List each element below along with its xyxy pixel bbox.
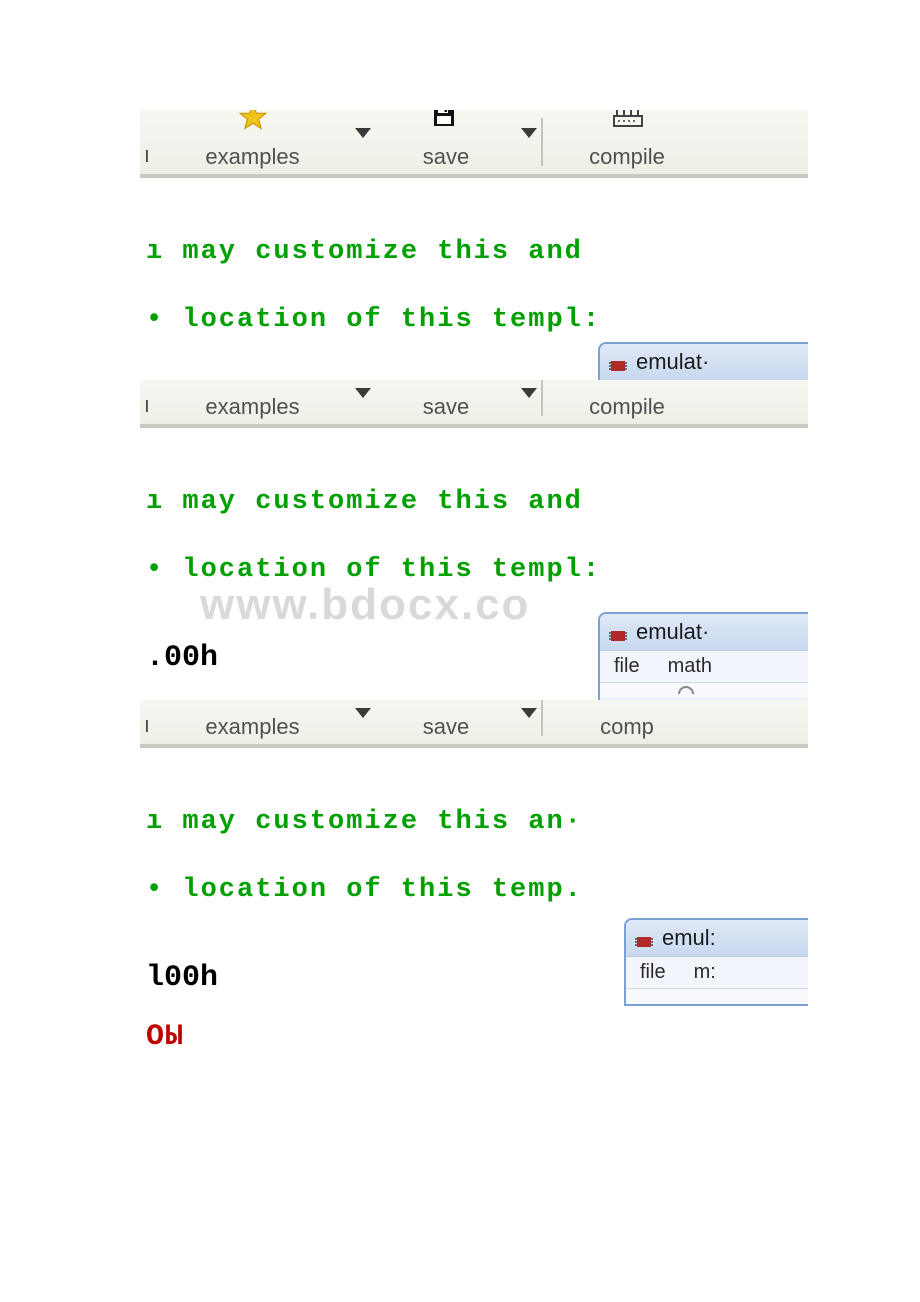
comment-line-2: • location of this temp. bbox=[146, 874, 808, 906]
emulator-menubar: file m: bbox=[626, 956, 808, 988]
chip-icon bbox=[634, 930, 654, 946]
comment-line-1: ı may customize this an· bbox=[146, 806, 808, 838]
watermark: www.bdocx.co bbox=[200, 580, 530, 630]
compile-button[interactable]: compile bbox=[547, 380, 707, 424]
emulator-titlebar[interactable]: emul: bbox=[626, 920, 808, 956]
emulator-window[interactable]: emul: file m: bbox=[624, 918, 808, 1006]
save-dropdown-caret[interactable] bbox=[521, 128, 537, 138]
emulator-menubar: file math bbox=[600, 650, 808, 682]
compile-label: comp bbox=[600, 714, 654, 740]
compile-button[interactable]: compile bbox=[547, 110, 707, 174]
menu-math[interactable]: m: bbox=[680, 961, 730, 984]
save-label: save bbox=[423, 394, 469, 420]
comment-line-2: • location of this templ: bbox=[146, 304, 808, 336]
examples-label: examples bbox=[205, 714, 299, 740]
examples-button[interactable]: examples bbox=[150, 380, 355, 424]
examples-button[interactable]: examples bbox=[150, 700, 355, 744]
chip-icon bbox=[608, 354, 628, 370]
comment-line-2: • location of this templ: bbox=[146, 554, 808, 586]
emulator-toolbar-strip bbox=[626, 988, 808, 1004]
toolbar-separator bbox=[541, 380, 543, 416]
toolbar-left-fragment: ı bbox=[140, 142, 150, 174]
emulator-title: emulat· bbox=[636, 619, 709, 645]
examples-label: examples bbox=[205, 394, 299, 420]
assembly-block: lX, 1020H 3X, 2030H ОЫ bbox=[146, 1068, 808, 1110]
comment-line-1: ı may customize this and bbox=[146, 236, 808, 268]
screenshot-panel-2: ı examples save compile ı may customize … bbox=[140, 380, 808, 700]
examples-dropdown-caret[interactable] bbox=[355, 388, 371, 398]
save-dropdown-caret[interactable] bbox=[521, 708, 537, 718]
floppy-disk-icon bbox=[431, 110, 461, 132]
emulator-titlebar[interactable]: emulat· bbox=[600, 344, 808, 380]
comment-line-1: ı may customize this and bbox=[146, 486, 808, 518]
screenshot-panel-3: ı examples save comp ı may customize thi… bbox=[140, 700, 808, 1022]
screenshot-panel-1: ı examples bbox=[140, 110, 808, 380]
examples-dropdown-caret[interactable] bbox=[355, 708, 371, 718]
examples-label: examples bbox=[205, 144, 299, 170]
toolbar: ı examples bbox=[140, 110, 808, 178]
toolbar: ı examples save comp bbox=[140, 700, 808, 748]
chip-icon bbox=[608, 624, 628, 640]
toolbar-left-fragment: ı bbox=[140, 712, 150, 744]
emulator-title: emulat· bbox=[636, 349, 709, 375]
emulator-window[interactable]: emulat· bbox=[598, 342, 808, 384]
emulator-window[interactable]: emulat· file math bbox=[598, 612, 808, 704]
menu-math[interactable]: math bbox=[654, 655, 726, 678]
toolbar: ı examples save compile bbox=[140, 380, 808, 428]
save-button[interactable]: save bbox=[371, 380, 521, 424]
emulator-titlebar[interactable]: emulat· bbox=[600, 614, 808, 650]
compile-label: compile bbox=[589, 144, 665, 170]
save-button[interactable]: save bbox=[371, 700, 521, 744]
compile-button[interactable]: comp bbox=[547, 700, 707, 744]
toolbar-left-fragment: ı bbox=[140, 392, 150, 424]
toolbar-separator bbox=[541, 700, 543, 736]
save-button[interactable]: save bbox=[371, 110, 521, 174]
menu-file[interactable]: file bbox=[626, 961, 680, 984]
save-dropdown-caret[interactable] bbox=[521, 388, 537, 398]
compile-label: compile bbox=[589, 394, 665, 420]
menu-file[interactable]: file bbox=[600, 655, 654, 678]
emulator-title: emul: bbox=[662, 925, 716, 951]
save-label: save bbox=[423, 144, 469, 170]
save-label: save bbox=[423, 714, 469, 740]
emulator-toolbar-strip bbox=[600, 682, 808, 698]
keyboard-icon bbox=[612, 110, 642, 136]
examples-dropdown-caret[interactable] bbox=[355, 128, 371, 138]
star-icon bbox=[238, 110, 268, 132]
examples-button[interactable]: examples bbox=[150, 110, 355, 174]
toolbar-separator bbox=[541, 118, 543, 166]
